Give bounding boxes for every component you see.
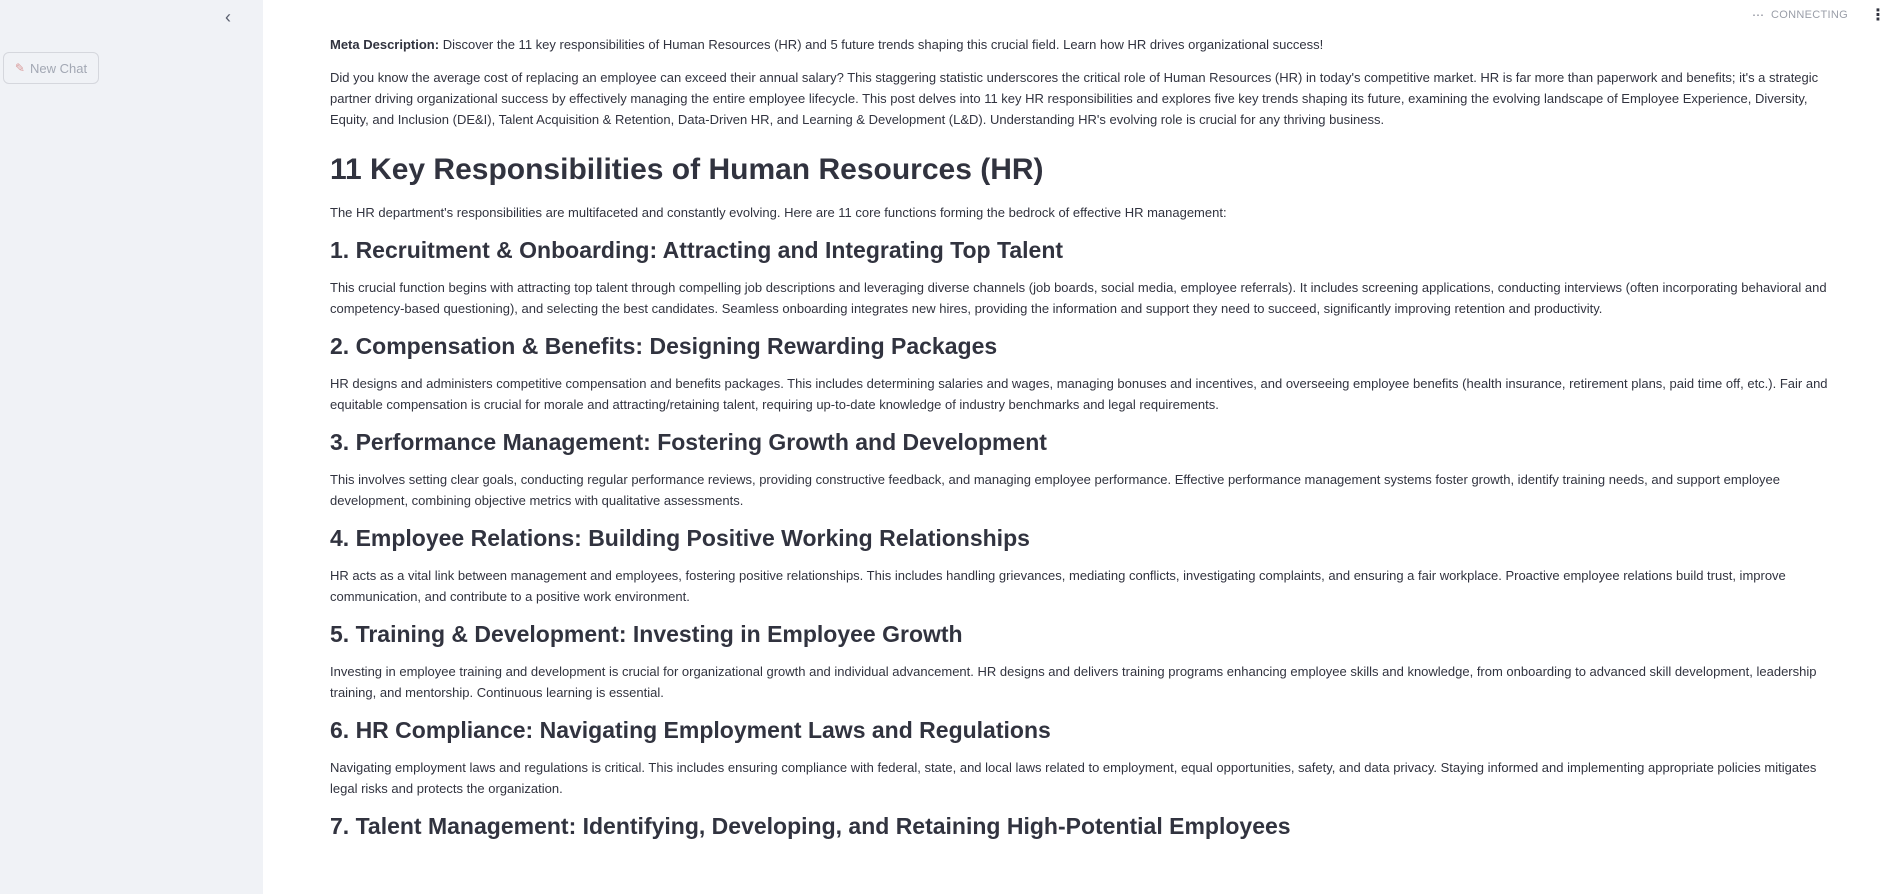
connection-status: ⋯ CONNECTING: [1752, 7, 1848, 23]
section-body: HR acts as a vital link between manageme…: [330, 568, 1786, 604]
intro-paragraph: Did you know the average cost of replaci…: [330, 70, 1819, 127]
ellipsis-icon: ⋯: [1752, 8, 1766, 22]
meta-label: Meta Description:: [330, 37, 440, 52]
meta-text: Discover the 11 key responsibilities of …: [439, 37, 1324, 52]
chevron-left-icon: ‹: [225, 6, 231, 27]
new-chat-label: New Chat: [29, 60, 88, 76]
section-heading: 4. Employee Relations: Building Positive…: [330, 525, 1030, 551]
section-body: Investing in employee training and devel…: [330, 664, 1817, 700]
collapse-sidebar-button[interactable]: ‹: [218, 6, 238, 28]
section-heading: 7. Talent Management: Identifying, Devel…: [330, 813, 1291, 839]
main-intro-paragraph: The HR department's responsibilities are…: [330, 205, 1227, 220]
main-menu-button[interactable]: ⋮: [1868, 4, 1888, 26]
new-chat-button[interactable]: ✎ New Chat: [3, 52, 99, 84]
section-heading: 3. Performance Management: Fostering Gro…: [330, 429, 1047, 455]
section-heading: 5. Training & Development: Investing in …: [330, 621, 963, 647]
section-heading: 2. Compensation & Benefits: Designing Re…: [330, 333, 998, 359]
section-body: This crucial function begins with attrac…: [330, 280, 1827, 316]
meta-description: Meta Description: Discover the 11 key re…: [330, 34, 1830, 55]
section-body: HR designs and administers competitive c…: [330, 376, 1828, 412]
section-heading: 6. HR Compliance: Navigating Employment …: [330, 717, 1051, 743]
sidebar: ‹ ✎ New Chat: [0, 0, 263, 894]
main-content: Meta Description: Discover the 11 key re…: [330, 0, 1830, 894]
section-heading: 1. Recruitment & Onboarding: Attracting …: [330, 237, 1064, 263]
vertical-ellipsis-icon: ⋮: [1870, 7, 1886, 24]
section-body: This involves setting clear goals, condu…: [330, 472, 1781, 508]
article: Meta Description: Discover the 11 key re…: [330, 0, 1830, 841]
section-body: Navigating employment laws and regulatio…: [330, 760, 1817, 796]
page-title: 11 Key Responsibilities of Human Resourc…: [330, 153, 1044, 186]
edit-icon: ✎: [14, 61, 25, 75]
status-text: CONNECTING: [1771, 9, 1848, 21]
